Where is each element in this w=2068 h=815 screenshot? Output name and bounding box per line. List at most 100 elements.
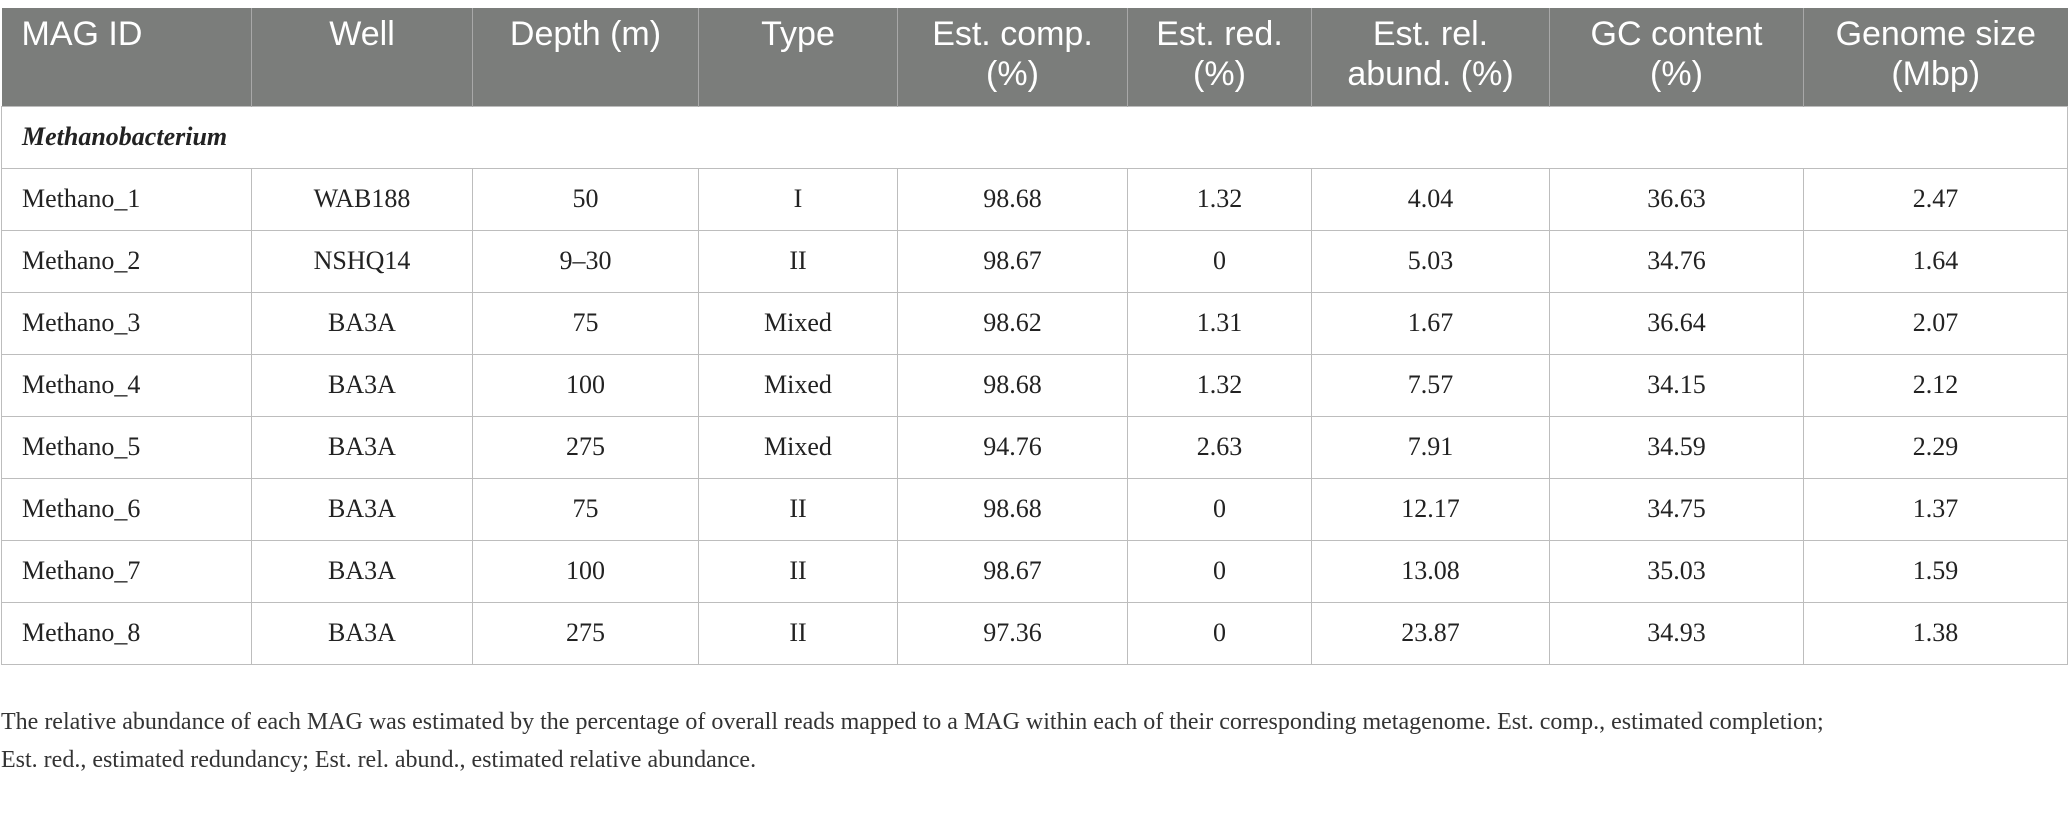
table-cell: 34.76	[1549, 229, 1804, 293]
table-cell: 75	[472, 477, 699, 541]
mag-id-cell: Methano_7	[1, 539, 252, 603]
table-cell: 1.32	[1127, 167, 1312, 231]
table-cell: BA3A	[251, 539, 473, 603]
table-cell: 98.68	[897, 477, 1128, 541]
table-cell: 23.87	[1311, 601, 1550, 665]
column-header: Well	[251, 8, 473, 106]
table-cell: 2.12	[1803, 353, 2068, 417]
table-cell: 1.32	[1127, 353, 1312, 417]
column-header-line: Est. rel.	[1372, 15, 1489, 53]
table-cell: 98.67	[897, 539, 1128, 603]
mag-id-cell: Methano_2	[1, 229, 252, 293]
table-cell: 7.91	[1311, 415, 1550, 479]
table-row: Methano_2 NSHQ14 9–30 II 98.67 0 5.03 34.76 1.64	[1, 229, 2068, 293]
mag-id-cell: Methano_6	[1, 477, 252, 541]
table-cell: II	[698, 539, 898, 603]
table-cell: 0	[1127, 601, 1312, 665]
table-cell: II	[698, 601, 898, 665]
table-cell: 13.08	[1311, 539, 1550, 603]
table-cell: 275	[472, 415, 699, 479]
mag-table: MAG ID Well Depth (m) Type Est. comp. (%) Est.…	[1, 8, 2068, 665]
table-cell: Mixed	[698, 415, 898, 479]
table-cell: 7.57	[1311, 353, 1550, 417]
table-cell: 98.62	[897, 291, 1128, 355]
mag-id-cell: Methano_8	[1, 601, 252, 665]
mag-id-cell: Methano_3	[1, 291, 252, 355]
column-header-line: Depth (m)	[509, 15, 662, 53]
column-header: Depth (m)	[472, 8, 699, 106]
footnote: The relative abundance of each MAG was e…	[1, 703, 2061, 779]
column-header: MAG ID	[1, 8, 252, 106]
mag-id-cell: Methano_4	[1, 353, 252, 417]
table-cell: 35.03	[1549, 539, 1804, 603]
table-cell: BA3A	[251, 415, 473, 479]
column-header-line: MAG ID	[21, 15, 143, 53]
table-container: MAG ID Well Depth (m) Type Est. comp. (%) Est.…	[1, 8, 2068, 779]
table-cell: 1.64	[1803, 229, 2068, 293]
column-header-line: Well	[329, 15, 395, 53]
column-header: Genome size (Mbp)	[1803, 8, 2068, 106]
table-cell: 2.07	[1803, 291, 2068, 355]
column-header-line: (%)	[986, 55, 1039, 93]
table-cell: 2.63	[1127, 415, 1312, 479]
column-header-line: Est. red.	[1156, 15, 1283, 53]
column-header: Est. red. (%)	[1127, 8, 1312, 106]
table-cell: 97.36	[897, 601, 1128, 665]
table-cell: 1.31	[1127, 291, 1312, 355]
column-header-line: GC content	[1590, 15, 1763, 53]
table-cell: 1.67	[1311, 291, 1550, 355]
table-cell: 100	[472, 353, 699, 417]
table-cell: 0	[1127, 477, 1312, 541]
table-row: Methano_6 BA3A 75 II 98.68 0 12.17 34.75 1.37	[1, 477, 2068, 541]
footnote-line-2: Est. red., estimated redundancy; Est. re…	[1, 746, 757, 773]
table-cell: 36.63	[1549, 167, 1804, 231]
table-cell: 34.15	[1549, 353, 1804, 417]
table-cell: 1.37	[1803, 477, 2068, 541]
table-row: Methano_3 BA3A 75 Mixed 98.62 1.31 1.67 36.64 2.…	[1, 291, 2068, 355]
column-header-line: abund. (%)	[1347, 55, 1514, 93]
table-cell: BA3A	[251, 291, 473, 355]
table-cell: 94.76	[897, 415, 1128, 479]
group-label: Methanobacterium	[1, 105, 2068, 169]
column-header: GC content (%)	[1549, 8, 1804, 106]
column-header-line: Est. comp.	[932, 15, 1093, 53]
table-cell: 98.68	[897, 353, 1128, 417]
column-header-line: (%)	[1650, 55, 1703, 93]
table-cell: 2.29	[1803, 415, 2068, 479]
table-cell: 12.17	[1311, 477, 1550, 541]
mag-id-cell: Methano_5	[1, 415, 252, 479]
table-cell: 1.59	[1803, 539, 2068, 603]
mag-id-cell: Methano_1	[1, 167, 252, 231]
table-cell: 9–30	[472, 229, 699, 293]
table-cell: 98.67	[897, 229, 1128, 293]
table-cell: 34.93	[1549, 601, 1804, 665]
table-row: Methano_5 BA3A 275 Mixed 94.76 2.63 7.91 34.59 2…	[1, 415, 2068, 479]
table-cell: 50	[472, 167, 699, 231]
table-cell: NSHQ14	[251, 229, 473, 293]
table-row: Methano_7 BA3A 100 II 98.67 0 13.08 35.03 1.59	[1, 539, 2068, 603]
column-header: Est. comp. (%)	[897, 8, 1128, 106]
column-header: Est. rel. abund. (%)	[1311, 8, 1550, 106]
table-cell: BA3A	[251, 477, 473, 541]
table-cell: 75	[472, 291, 699, 355]
table-cell: 1.38	[1803, 601, 2068, 665]
table-body: Methanobacterium Methano_1 WAB188 50 I 98.68…	[1, 105, 2068, 665]
table-cell: 98.68	[897, 167, 1128, 231]
table-row: Methano_8 BA3A 275 II 97.36 0 23.87 34.93 1.38	[1, 601, 2068, 665]
table-cell: II	[698, 477, 898, 541]
table-cell: BA3A	[251, 601, 473, 665]
column-header: Type	[698, 8, 898, 106]
table-cell: 100	[472, 539, 699, 603]
table-cell: Mixed	[698, 291, 898, 355]
column-header-line: Type	[761, 15, 835, 53]
column-header-line: (%)	[1193, 55, 1246, 93]
table-cell: I	[698, 167, 898, 231]
column-header-line: (Mbp)	[1891, 55, 1981, 93]
table-cell: 34.75	[1549, 477, 1804, 541]
column-header-line: Genome size	[1835, 15, 2036, 53]
table-cell: WAB188	[251, 167, 473, 231]
table-cell: 0	[1127, 539, 1312, 603]
table-cell: II	[698, 229, 898, 293]
table-cell: 34.59	[1549, 415, 1804, 479]
table-cell: Mixed	[698, 353, 898, 417]
